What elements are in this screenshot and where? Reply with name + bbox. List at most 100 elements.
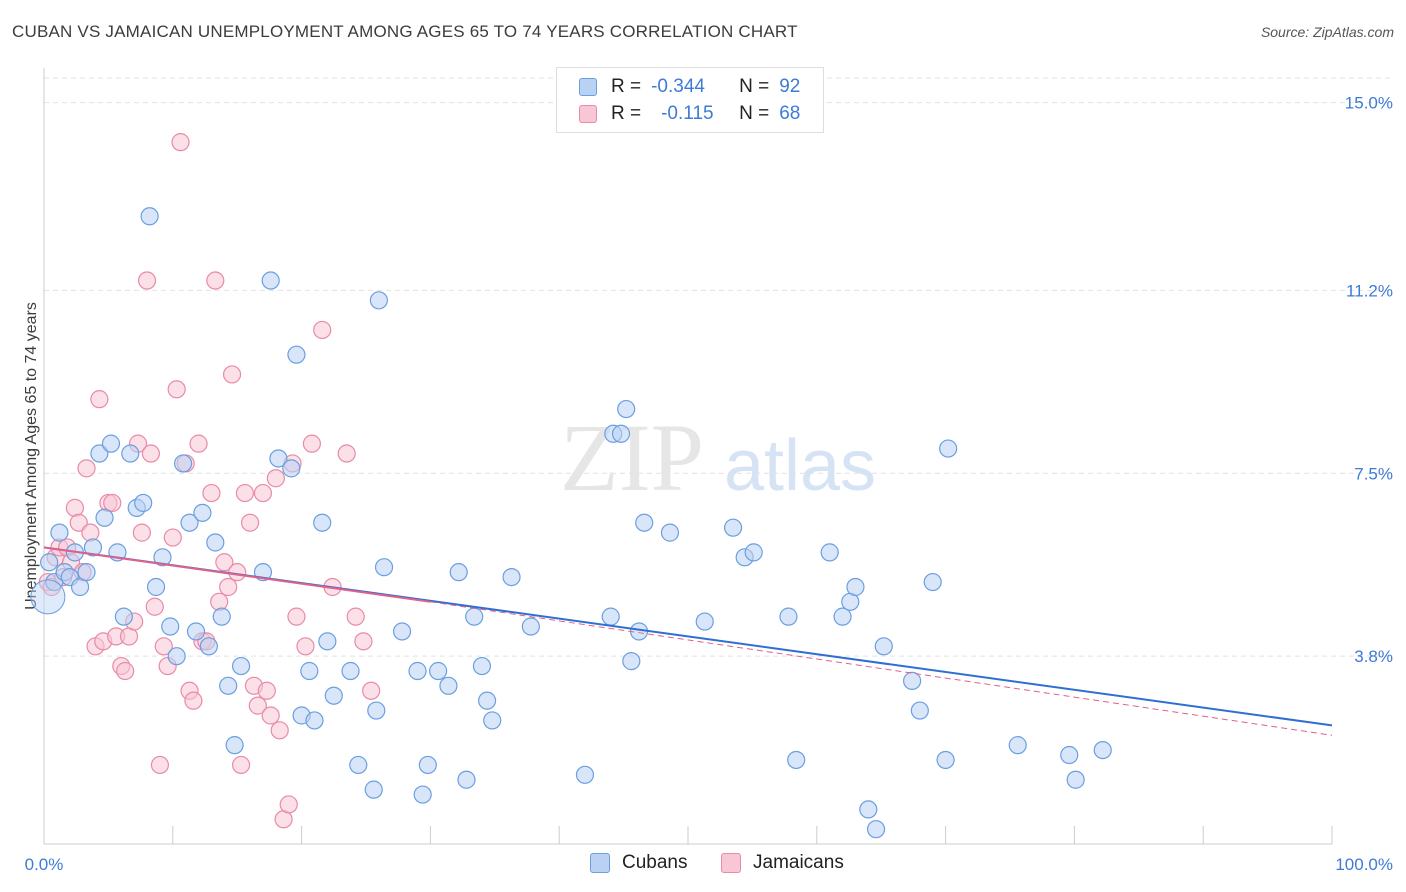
cubans-point: [910, 701, 929, 720]
y-tick-label: 11.2%: [1346, 281, 1393, 300]
jamaicans-point: [219, 577, 238, 597]
stats-legend: R = -0.344 N = 92 R = -0.115 N = 68: [556, 67, 824, 133]
cubans-point: [1060, 745, 1079, 765]
jamaicans-point: [171, 133, 190, 152]
bottom-legend: Cubans Jamaicans: [0, 852, 1406, 876]
cubans-point: [140, 207, 159, 226]
cubans-point: [1093, 740, 1112, 760]
x-tick-label: 100.0%: [1335, 855, 1393, 874]
cubans-point: [635, 513, 654, 532]
cubans-point: [483, 711, 502, 730]
jamaicans-points: [38, 133, 381, 829]
cubans-point: [923, 572, 942, 592]
cubans-point: [305, 711, 324, 730]
legend-n-label: N =: [739, 76, 770, 97]
jamaicans-point: [346, 607, 365, 626]
jamaicans-point: [313, 320, 332, 340]
jamaicans-point: [270, 721, 289, 740]
tick-labels: 3.8% 7.5% 11.2% 15.0% 0.0% 100.0%: [25, 94, 1393, 874]
cubans-point: [521, 617, 540, 636]
cubans-point: [77, 563, 96, 582]
cubans-point: [936, 750, 955, 770]
cubans-point: [212, 607, 231, 626]
cubans-point: [199, 637, 218, 656]
cubans-point: [374, 558, 394, 577]
cubans-point: [167, 647, 186, 666]
legend-swatch-cubans: [579, 78, 597, 96]
cubans-point: [439, 676, 458, 695]
cubans-point: [206, 533, 225, 552]
jamaicans-point: [235, 483, 255, 503]
cubans-point: [449, 563, 468, 582]
bottom-legend-swatch-cubans: [590, 853, 610, 873]
cubans-point: [859, 800, 878, 819]
jamaicans-point: [77, 459, 96, 478]
cubans-point: [50, 523, 69, 542]
jamaicans-point: [231, 755, 251, 775]
cubans-point: [300, 661, 319, 681]
cubans-point: [617, 399, 636, 419]
jamaicans-point: [240, 513, 260, 532]
x-tick-label: 0.0%: [25, 855, 64, 874]
watermark-atlas: atlas: [724, 426, 876, 506]
jamaicans-point: [132, 523, 151, 542]
jamaicans-point: [154, 637, 173, 656]
cubans-point: [477, 691, 497, 710]
cubans-point: [231, 656, 251, 676]
bottom-legend-label-cubans: Cubans: [622, 852, 688, 873]
jamaicans-point: [253, 483, 273, 503]
cubans-point: [282, 459, 301, 478]
jamaicans-trend-extension: [430, 601, 1333, 736]
legend-n-label: N =: [739, 103, 770, 124]
cubans-point: [174, 454, 193, 473]
cubans-point: [723, 518, 743, 537]
cubans-point: [833, 607, 852, 626]
cubans-point: [101, 434, 121, 453]
cubans-point: [153, 548, 172, 567]
legend-r-value: -0.344: [651, 76, 705, 97]
grid-lines: [44, 77, 1392, 657]
jamaicans-point: [163, 528, 182, 547]
cubans-point: [622, 652, 641, 671]
chart-title: CUBAN VS JAMAICAN UNEMPLOYMENT AMONG AGE…: [12, 22, 798, 41]
jamaicans-point: [167, 380, 186, 399]
bottom-legend-jamaicans: Jamaicans: [721, 852, 844, 874]
jamaicans-point: [141, 444, 161, 463]
cubans-point: [429, 661, 448, 681]
jamaicans-point: [137, 271, 157, 290]
cubans-point: [846, 577, 865, 597]
cubans-point: [95, 508, 114, 527]
cubans-point: [465, 607, 484, 626]
cubans-point: [413, 785, 432, 804]
cubans-point: [874, 637, 893, 656]
jamaicans-point: [296, 637, 315, 656]
cubans-point: [903, 671, 922, 690]
legend-r-label: R =: [611, 76, 642, 97]
jamaicans-point: [150, 755, 170, 775]
legend-swatch-jamaicans: [579, 105, 597, 123]
cubans-point: [219, 676, 238, 695]
jamaicans-point: [261, 706, 280, 725]
cubans-point: [1066, 770, 1085, 789]
jamaicans-point: [354, 632, 373, 651]
source-label: Source: ZipAtlas.com: [1260, 24, 1394, 40]
jamaicans-point: [206, 271, 225, 290]
cubans-point: [369, 291, 388, 310]
cubans-point: [313, 513, 332, 532]
legend-n-value: 92: [779, 76, 801, 97]
cubans-point: [575, 765, 595, 784]
jamaicans-point: [287, 607, 306, 626]
legend-n-value: 68: [779, 103, 801, 124]
cubans-point: [779, 607, 798, 626]
cubans-point: [472, 656, 492, 676]
jamaicans-point: [103, 493, 122, 513]
cubans-point: [349, 755, 368, 775]
cubans-point: [269, 449, 288, 468]
jamaicans-point: [266, 469, 285, 488]
y-tick-label: 7.5%: [1354, 464, 1393, 483]
legend-r-value: -0.115: [661, 103, 714, 124]
jamaicans-point: [362, 681, 381, 700]
cubans-point: [341, 661, 360, 681]
cubans-point: [611, 424, 631, 443]
cubans-point: [90, 444, 109, 463]
